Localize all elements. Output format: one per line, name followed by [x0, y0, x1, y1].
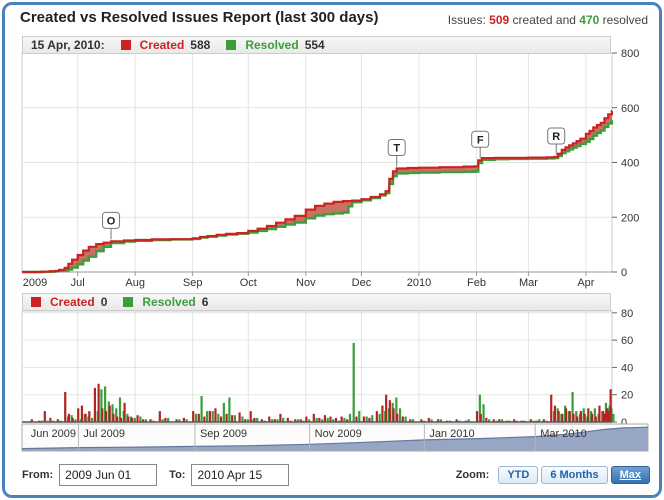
- main-chart[interactable]: 0 200 400 600 800 2009 Jul Aug Sep Oct Nov Dec 2010 F…: [21, 48, 639, 289]
- legend-created-value: 588: [190, 38, 211, 52]
- issues-created-count: 509: [489, 13, 510, 27]
- bar-legend-resolved-label: Resolved: [142, 295, 196, 309]
- main-x-tick-label: Oct: [240, 277, 257, 289]
- bar-legend-created-value: 0: [100, 295, 108, 309]
- issues-resolved-count: 470: [579, 13, 600, 27]
- issues-label: Issues:: [447, 13, 486, 27]
- main-y-tick-label: 400: [621, 158, 639, 170]
- resolved-line: [22, 119, 614, 274]
- daily-bars: [30, 342, 615, 422]
- main-y-tick-label: 800: [621, 48, 639, 60]
- report-title: Created vs Resolved Issues Report (last …: [20, 9, 379, 26]
- main-x-tick-label: 2009: [23, 277, 47, 289]
- range-controls: From: To: Zoom: YTD 6 Months Max: [22, 462, 650, 488]
- bar-y-tick-label: 20: [621, 390, 633, 402]
- svg-text:T: T: [393, 143, 400, 155]
- bar-y-tick-label: 0: [621, 417, 627, 429]
- legend-date: 15 Apr, 2010:: [31, 38, 105, 52]
- main-x-tick-label: Jul: [71, 277, 85, 289]
- bar-legend-created-label: Created: [50, 295, 95, 309]
- main-x-tick-label: Mar: [519, 277, 538, 289]
- main-x-tick-label: Nov: [296, 277, 316, 289]
- main-y-tick-label: 0: [621, 267, 627, 279]
- legend-resolved-label: Resolved: [245, 38, 299, 52]
- legend-resolved-value: 554: [304, 38, 325, 52]
- flag-R[interactable]: R: [547, 127, 566, 156]
- main-y-tick-label: 600: [621, 103, 639, 115]
- svg-text:O: O: [107, 215, 116, 227]
- zoom-ytd-button[interactable]: YTD: [498, 466, 539, 484]
- created-swatch-icon: [31, 297, 41, 307]
- issues-created-word: created and: [512, 13, 576, 27]
- to-label: To:: [169, 469, 186, 481]
- zoom-6months-button[interactable]: 6 Months: [541, 466, 608, 484]
- resolved-swatch-icon: [123, 297, 134, 307]
- flag-T[interactable]: T: [387, 139, 406, 167]
- navigator-month-label: Jul 2009: [83, 428, 125, 440]
- main-chart-legend: 15 Apr, 2010: Created 588 Resolved 554: [22, 36, 611, 54]
- bar-y-tick-label: 40: [621, 362, 633, 374]
- from-date-input[interactable]: [59, 464, 158, 486]
- bar-chart-legend: Created 0 Resolved 6: [22, 293, 611, 311]
- issues-resolved-word: resolved: [602, 13, 648, 27]
- navigator-month-label: Mar 2010: [540, 428, 586, 440]
- created-line: [22, 109, 613, 274]
- svg-text:R: R: [552, 131, 560, 143]
- bar-legend-resolved-value: 6: [201, 295, 209, 309]
- navigator-month-label: Jan 2010: [429, 428, 474, 440]
- main-x-tick-label: Aug: [125, 277, 145, 289]
- main-x-tick-label: Feb: [467, 277, 486, 289]
- main-x-tick-label: 2010: [407, 277, 431, 289]
- to-date-input[interactable]: [191, 464, 290, 486]
- bar-chart[interactable]: 0 20 40 60 80: [21, 308, 633, 429]
- from-label: From:: [22, 469, 54, 481]
- flag-F[interactable]: F: [471, 130, 490, 159]
- main-x-tick-label: Dec: [352, 277, 372, 289]
- flag-O[interactable]: O: [102, 211, 121, 240]
- navigator[interactable]: Jun 2009 Jul 2009 Sep 2009 Nov 2009 Jan 2010…: [21, 423, 649, 452]
- issues-summary: Issues: 509 created and 470 resolved: [448, 13, 648, 27]
- resolved-swatch-icon: [226, 40, 237, 50]
- svg-text:F: F: [477, 134, 484, 146]
- created-swatch-icon: [120, 40, 131, 50]
- navigator-area: [22, 427, 648, 451]
- navigator-month-label: Jun 2009: [31, 428, 76, 440]
- main-x-tick-label: Sep: [183, 277, 203, 289]
- navigator-month-label: Nov 2009: [315, 428, 362, 440]
- bar-y-tick-label: 80: [621, 308, 633, 320]
- main-y-tick-label: 200: [621, 212, 639, 224]
- navigator-month-label: Sep 2009: [200, 428, 247, 440]
- legend-created-label: Created: [139, 38, 185, 52]
- bar-y-tick-label: 60: [621, 335, 633, 347]
- zoom-max-button[interactable]: Max: [610, 466, 650, 484]
- zoom-label: Zoom:: [455, 469, 490, 481]
- main-x-tick-label: Apr: [577, 277, 594, 289]
- zoom-button-group: Zoom: YTD 6 Months Max: [456, 466, 650, 484]
